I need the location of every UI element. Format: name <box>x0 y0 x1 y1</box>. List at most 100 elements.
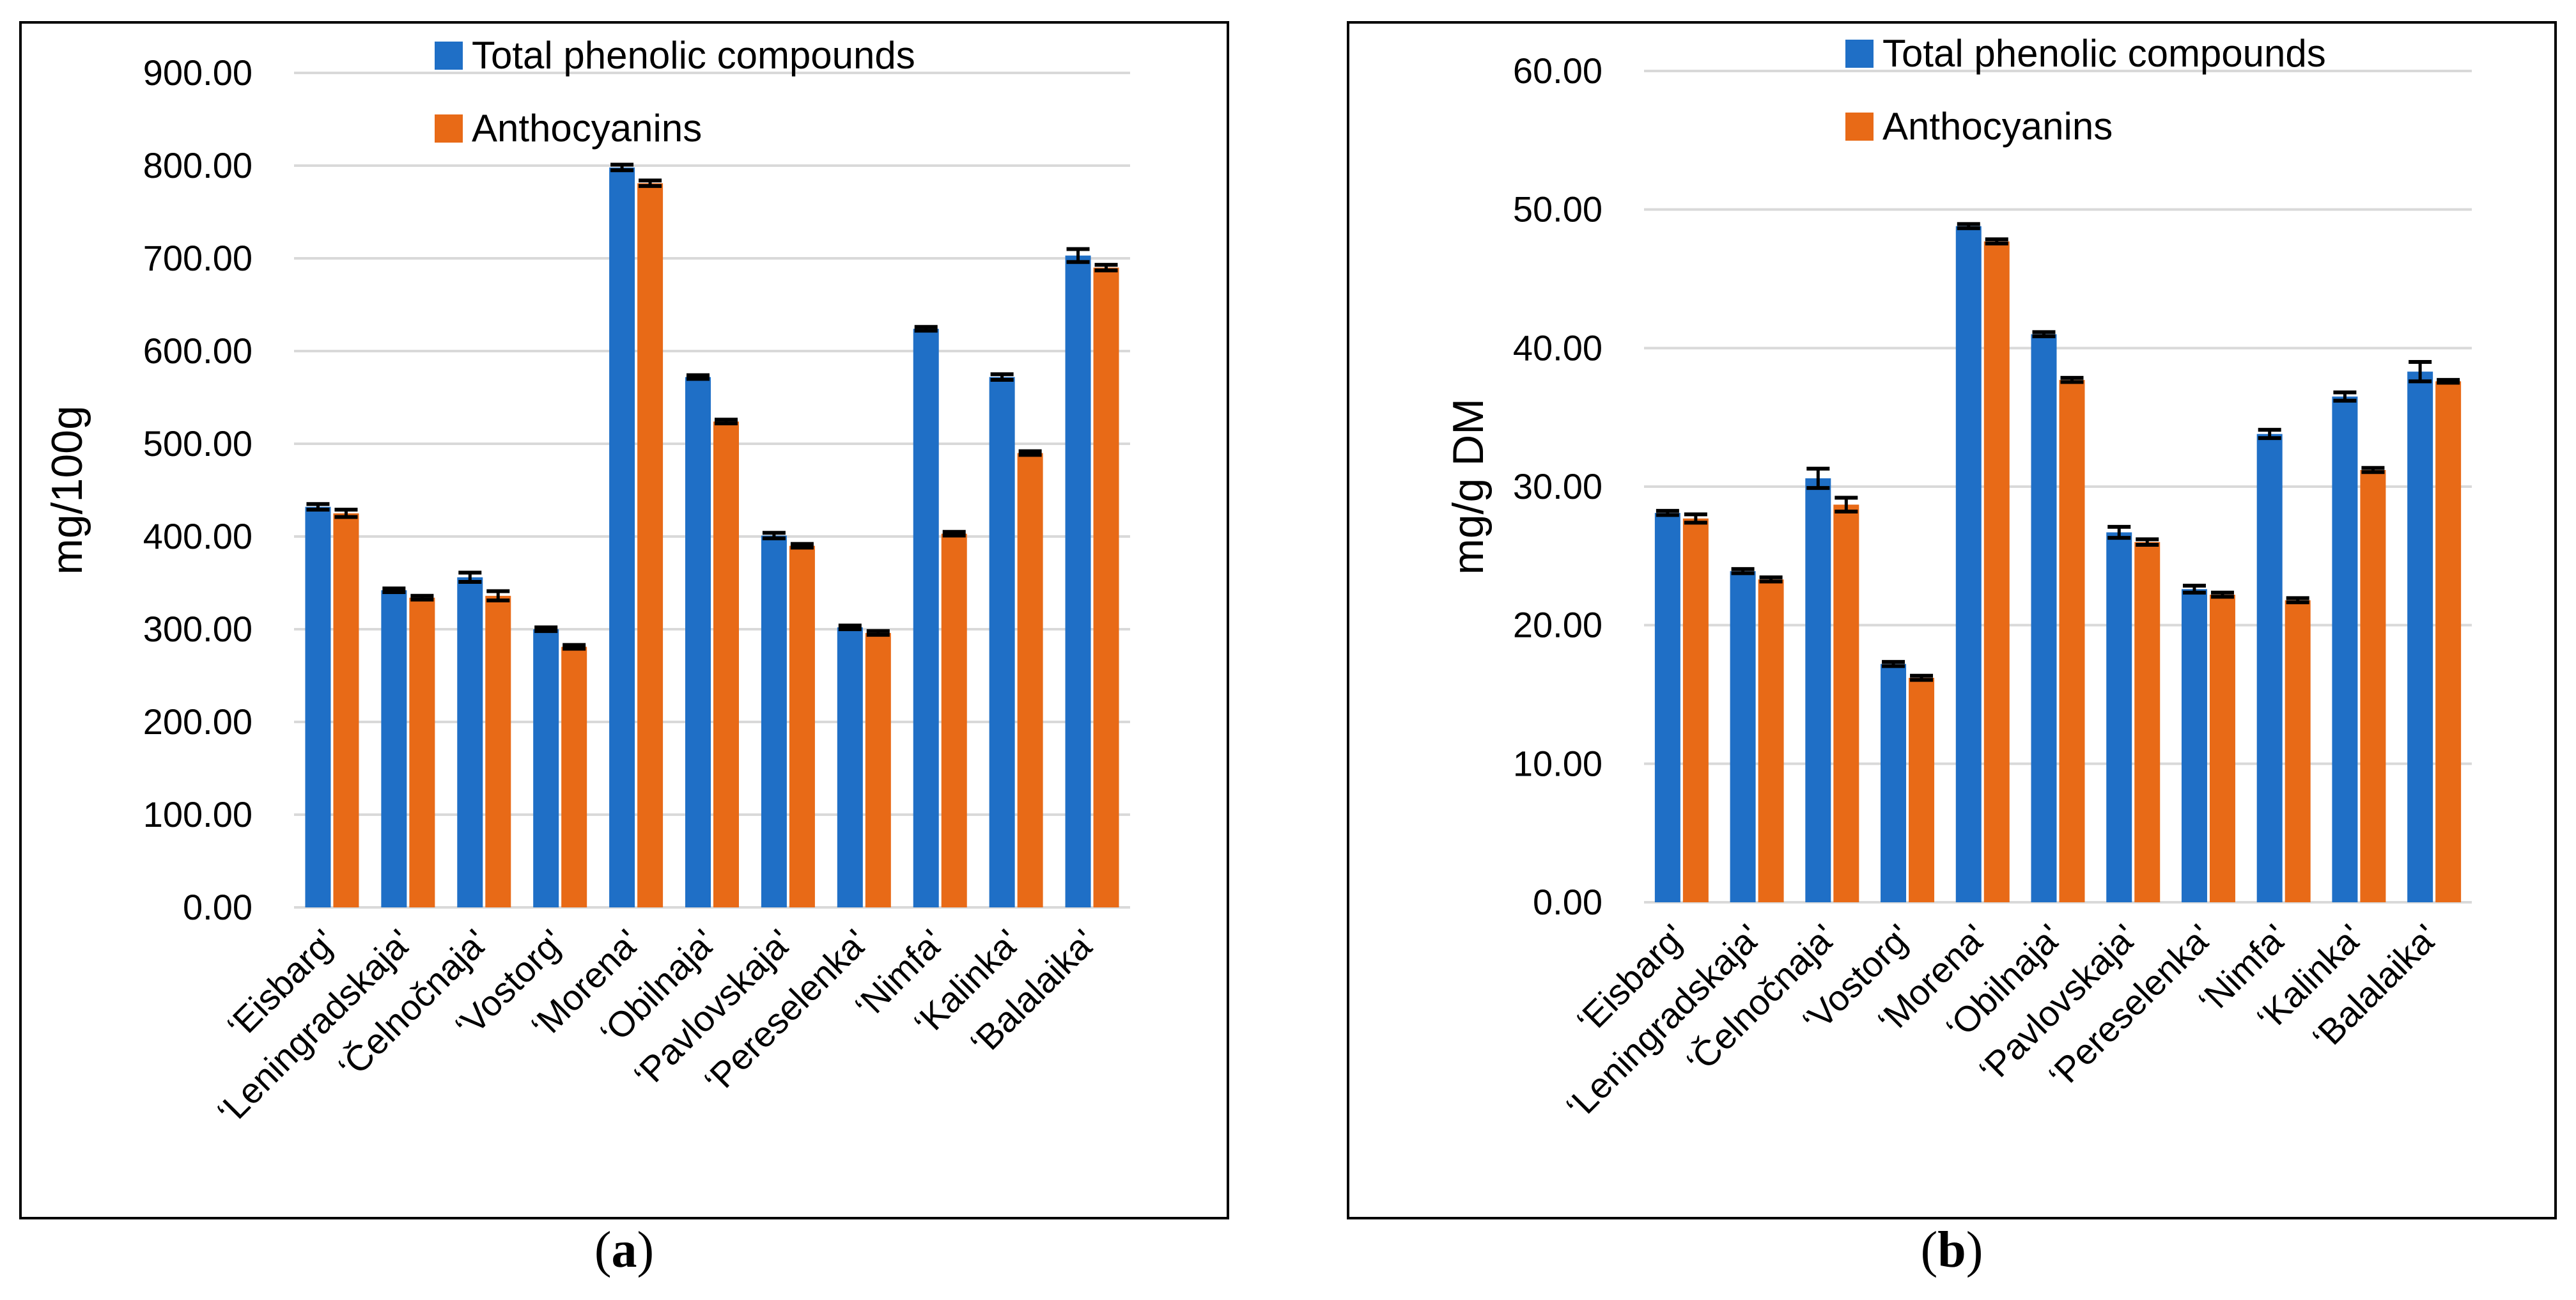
bar-anthocyanins <box>2285 600 2311 902</box>
error-bar <box>866 629 890 637</box>
legend-label-total-phenolic: Total phenolic compounds <box>1882 32 2326 75</box>
y-axis-title: mg/g DM <box>1444 398 1493 575</box>
bar-anthocyanins <box>2059 380 2085 902</box>
bar-anthocyanins <box>2134 542 2161 902</box>
bar-anthocyanins <box>1909 678 1935 902</box>
y-tick-label: 10.00 <box>1513 743 1602 783</box>
error-bar <box>687 373 710 381</box>
error-bar <box>639 178 662 188</box>
error-bar <box>2182 583 2206 595</box>
error-bar <box>715 418 738 426</box>
bar-total-phenolic <box>2181 589 2207 902</box>
y-tick-label: 400.00 <box>143 516 252 556</box>
panel-label-b: b <box>1937 1222 1966 1278</box>
error-bar <box>2210 590 2234 599</box>
error-bar <box>534 625 558 633</box>
bar-anthocyanins <box>2209 595 2235 902</box>
error-bar <box>1731 567 1755 576</box>
y-tick-label: 0.00 <box>1533 882 1602 922</box>
error-bar <box>1018 449 1042 457</box>
bar-anthocyanins <box>637 183 663 907</box>
error-bar <box>2409 360 2432 384</box>
y-axis-title: mg/100g <box>43 405 91 575</box>
error-bar <box>563 643 586 651</box>
error-bar <box>2032 330 2056 338</box>
y-tick-label: 20.00 <box>1513 605 1602 645</box>
bar-anthocyanins <box>1983 241 2010 902</box>
bar-total-phenolic <box>1955 226 1982 903</box>
error-bar <box>1094 263 1118 272</box>
chart-panel-b: 0.00 10.00 20.00 30.00 40.00 50.00 60.00 mg/g D… <box>1328 0 2576 1300</box>
y-tick-label: 0.00 <box>183 887 252 927</box>
legend-label-anthocyanins: Anthocyanins <box>472 107 702 150</box>
legend-swatch-anthocyanins <box>435 114 463 143</box>
legend-swatch-total-phenolic <box>435 42 463 70</box>
bar-anthocyanins <box>1017 453 1043 907</box>
error-bar <box>2136 537 2159 547</box>
bar-anthocyanins <box>2360 470 2386 902</box>
bar-total-phenolic <box>381 590 407 907</box>
error-bar <box>1656 508 1679 517</box>
y-tick-label: 30.00 <box>1513 466 1602 506</box>
bar-total-phenolic <box>305 506 331 907</box>
y-tick-label: 200.00 <box>143 701 252 742</box>
bar-anthocyanins <box>1833 505 1859 902</box>
error-bar <box>1910 673 1934 682</box>
error-bar <box>486 589 510 603</box>
bar-total-phenolic <box>685 377 711 907</box>
error-bar <box>790 542 814 550</box>
bar-total-phenolic <box>2332 396 2358 902</box>
error-bar <box>1985 237 2008 246</box>
error-bar <box>610 162 634 173</box>
bar-total-phenolic <box>457 577 483 907</box>
panel-caption-b: (b) <box>1920 1222 1983 1278</box>
bar-total-phenolic <box>609 167 635 907</box>
legend-swatch-anthocyanins <box>1845 113 1874 141</box>
error-bar <box>410 593 434 602</box>
y-tick-label: 700.00 <box>143 238 252 278</box>
error-bar <box>2361 466 2385 474</box>
error-bar <box>2258 428 2281 441</box>
legend-label-anthocyanins: Anthocyanins <box>1882 105 2113 148</box>
chart-panel-a: 0.00 100.00 200.00 300.00 400.00 500.00 600.00… <box>0 0 1248 1300</box>
y-tick-label: 100.00 <box>143 794 252 834</box>
y-tick-label: 600.00 <box>143 331 252 371</box>
bar-total-phenolic <box>2407 372 2433 902</box>
error-bar <box>942 529 966 538</box>
bar-total-phenolic <box>1654 513 1680 902</box>
error-bar <box>1066 247 1090 264</box>
bar-anthocyanins <box>789 545 815 907</box>
error-bar <box>1684 512 1707 525</box>
bar-total-phenolic <box>761 535 787 907</box>
error-bar <box>1759 575 1783 584</box>
bar-total-phenolic <box>837 627 863 907</box>
error-bar <box>1806 466 1830 490</box>
y-tick-label: 60.00 <box>1513 51 1602 91</box>
y-tick-label: 900.00 <box>143 52 252 93</box>
error-bar <box>990 372 1014 382</box>
error-bar <box>306 502 330 512</box>
error-bar <box>2437 378 2460 385</box>
error-bar <box>762 531 786 540</box>
bar-anthocyanins <box>485 595 511 907</box>
error-bar <box>458 570 482 584</box>
panel-caption-a: (a) <box>594 1222 655 1278</box>
bar-anthocyanins <box>713 421 739 907</box>
bar-anthocyanins <box>409 597 435 907</box>
bar-anthocyanins <box>865 632 891 907</box>
y-tick-label: 300.00 <box>143 609 252 649</box>
bar-total-phenolic <box>2106 532 2132 902</box>
bar-total-phenolic <box>1065 255 1091 907</box>
y-tick-label: 800.00 <box>143 145 252 185</box>
y-tick-label: 50.00 <box>1513 189 1602 230</box>
chart-b-svg: 0.00 10.00 20.00 30.00 40.00 50.00 60.00 mg/g D… <box>1444 32 2472 1127</box>
error-bar <box>2286 596 2309 604</box>
error-bar <box>838 623 862 631</box>
bar-anthocyanins <box>1758 579 1784 902</box>
error-bar <box>1835 496 1858 513</box>
error-bar <box>334 507 358 519</box>
bar-total-phenolic <box>989 377 1015 907</box>
bar-total-phenolic <box>2031 334 2057 902</box>
panel-label-a: a <box>611 1222 637 1278</box>
bar-anthocyanins <box>1682 518 1709 902</box>
